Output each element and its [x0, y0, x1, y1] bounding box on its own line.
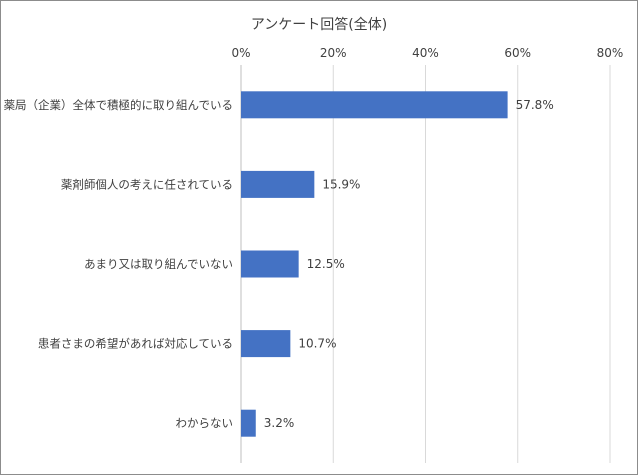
bar-layer	[241, 91, 508, 437]
x-tick-label: 80%	[597, 46, 624, 60]
bar	[241, 409, 256, 437]
category-label: 患者さまの希望があれば対応している	[38, 337, 233, 351]
grid-layer	[240, 65, 611, 463]
bar	[241, 170, 315, 198]
x-tick-label: 20%	[320, 46, 347, 60]
x-tick-label: 40%	[412, 46, 439, 60]
x-tick-label: 0%	[231, 46, 250, 60]
data-label: 15.9%	[322, 177, 360, 191]
data-label: 12.5%	[307, 257, 345, 271]
chart-title: アンケート回答(全体)	[251, 16, 387, 33]
category-label: 薬局（企業）全体で積極的に取り組んでいる	[4, 98, 233, 112]
bar	[241, 250, 299, 278]
x-tick-label: 60%	[504, 46, 531, 60]
bar	[241, 91, 508, 119]
category-layer: 薬局（企業）全体で積極的に取り組んでいる薬剤師個人の考えに任されているあまり又は…	[4, 98, 233, 430]
label-layer: 57.8% 15.9% 12.5% 10.7% 3.2%	[264, 98, 554, 430]
data-label: 10.7%	[298, 337, 336, 351]
category-label: あまり又は取り組んでいない	[84, 257, 233, 271]
data-label: 57.8%	[516, 98, 554, 112]
category-label: わからない	[176, 416, 234, 430]
bar	[241, 330, 291, 358]
tick-layer: 0% 20% 40% 60% 80%	[231, 46, 623, 60]
category-label: 薬剤師個人の考えに任されている	[61, 177, 233, 191]
data-label: 3.2%	[264, 416, 295, 430]
